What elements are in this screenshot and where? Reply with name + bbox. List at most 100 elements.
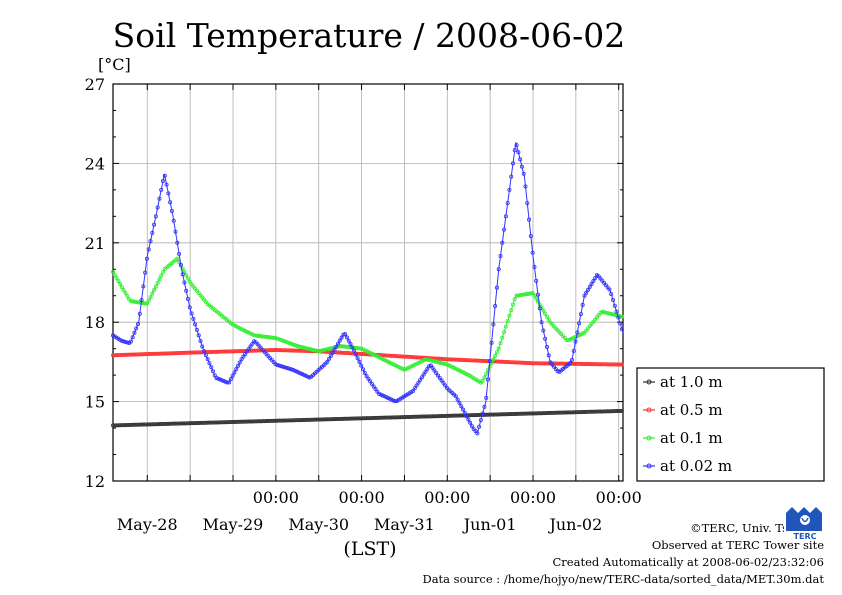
series-point xyxy=(241,354,246,359)
series-point xyxy=(571,348,576,353)
series-point xyxy=(619,327,624,332)
series-point xyxy=(150,291,155,296)
series-point xyxy=(119,285,124,290)
series-point xyxy=(582,293,587,298)
series-point xyxy=(541,328,546,333)
y-tick-label: 18 xyxy=(85,313,105,332)
series-point xyxy=(509,308,514,313)
series-point xyxy=(123,291,128,296)
series-point xyxy=(616,315,621,320)
series-point xyxy=(614,309,619,314)
series-point xyxy=(434,359,439,364)
series-point xyxy=(437,360,442,365)
series-point xyxy=(325,347,330,352)
series-point xyxy=(309,347,314,352)
series-point xyxy=(455,397,460,402)
series-point xyxy=(312,348,317,353)
series-point xyxy=(203,353,208,358)
series-point xyxy=(341,344,346,349)
series-point xyxy=(285,340,290,345)
series-point xyxy=(609,291,614,296)
series-point xyxy=(485,377,490,382)
series-point xyxy=(521,171,526,176)
x-tick-date-label: Jun-01 xyxy=(462,515,517,534)
series-point xyxy=(373,387,378,392)
series-point xyxy=(305,346,310,351)
series-point xyxy=(453,394,458,399)
series-point xyxy=(178,262,183,267)
series-point xyxy=(327,346,332,351)
series-point xyxy=(485,368,490,373)
series-point xyxy=(152,222,157,227)
series-point xyxy=(235,363,240,368)
series-point xyxy=(298,344,303,349)
series-point xyxy=(234,367,239,372)
series-point xyxy=(253,333,258,338)
x-tick-date-label: May-31 xyxy=(374,515,435,534)
x-axis-ticks: 00:00 00:00 00:00 00:00 00:00 May-28 May-29 May… xyxy=(117,84,642,534)
legend-label: at 0.1 m xyxy=(660,429,723,447)
series-point xyxy=(507,187,512,192)
series-point xyxy=(343,332,348,337)
series-point xyxy=(439,361,444,366)
series-point xyxy=(591,279,596,284)
series-point xyxy=(362,370,367,375)
series-point xyxy=(500,240,505,245)
series-point xyxy=(277,363,282,368)
series-point xyxy=(466,417,471,422)
series-point xyxy=(193,322,198,327)
series-point xyxy=(334,344,339,349)
series-point xyxy=(496,346,501,351)
series-point xyxy=(198,338,203,343)
series-point xyxy=(543,311,548,316)
series-point xyxy=(528,291,533,296)
series-point xyxy=(202,349,207,354)
series-point xyxy=(168,200,173,205)
series-point xyxy=(130,335,135,340)
series-point xyxy=(360,367,365,372)
x-tick-date-label: May-30 xyxy=(288,515,349,534)
series-point xyxy=(284,339,289,344)
legend-swatch-marker xyxy=(646,435,652,441)
series-point xyxy=(278,364,283,369)
series-point xyxy=(337,338,342,343)
series-point xyxy=(159,187,164,192)
series-point xyxy=(414,383,419,388)
series-point xyxy=(205,357,210,362)
series-point xyxy=(468,420,473,425)
series-point xyxy=(264,334,269,339)
series-point xyxy=(284,365,289,370)
series-at-1-0-m xyxy=(111,408,624,428)
series-point xyxy=(607,287,612,292)
series-point xyxy=(282,365,287,370)
series-point xyxy=(243,352,248,357)
y-axis-ticks: 27 24 21 18 15 12 xyxy=(85,75,623,491)
series-point xyxy=(146,247,151,252)
series-point xyxy=(321,348,326,353)
series-point xyxy=(544,345,549,350)
series-point xyxy=(112,272,117,277)
series-point xyxy=(184,273,189,278)
series-point xyxy=(564,337,569,342)
series-point xyxy=(619,314,624,319)
series-point xyxy=(510,302,515,307)
series-point xyxy=(357,359,362,364)
series-point xyxy=(536,292,541,297)
series-point xyxy=(425,357,430,362)
series-point xyxy=(116,279,121,284)
series-point xyxy=(130,299,135,304)
series-point xyxy=(494,350,499,355)
series-point xyxy=(416,380,421,385)
series-point xyxy=(343,344,348,349)
series-at-0-02-m xyxy=(111,142,624,436)
series-point xyxy=(275,336,280,341)
series-point xyxy=(586,287,591,292)
series-point xyxy=(494,285,499,290)
series-point xyxy=(175,256,180,261)
series-point xyxy=(207,361,212,366)
legend-swatch-marker xyxy=(646,407,652,413)
series-point xyxy=(612,303,617,308)
series-point xyxy=(194,327,199,332)
series-point xyxy=(118,282,123,287)
